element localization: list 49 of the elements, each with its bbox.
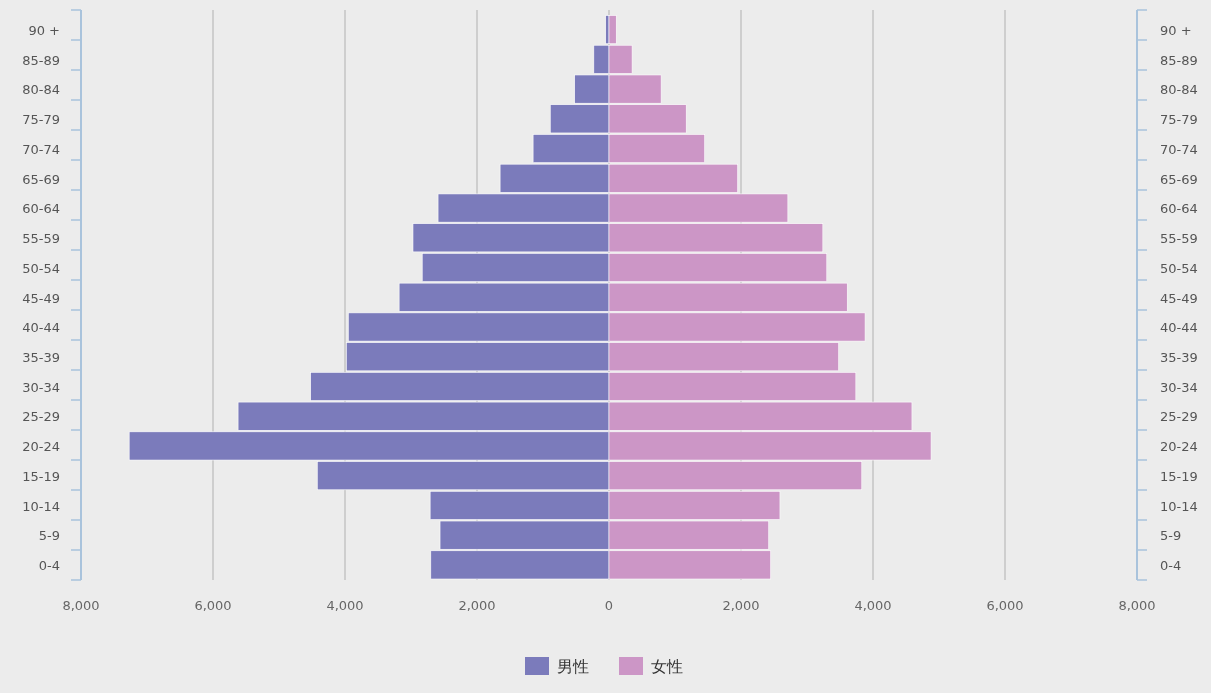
category-label: 85-89 — [1160, 52, 1198, 68]
y-tick-label: 90 + — [28, 22, 60, 38]
y-tick-label: 35-39 — [22, 349, 60, 365]
category-label: 5-9 — [1160, 528, 1182, 544]
category-label: 70-74 — [1160, 141, 1198, 157]
category-label: 30-34 — [1160, 379, 1198, 395]
x-tick-label: 8,000 — [62, 598, 100, 613]
x-tick-label: 4,000 — [326, 598, 364, 613]
category-label: 55-59 — [1160, 231, 1198, 247]
x-tick-label: 2,000 — [722, 598, 760, 613]
x-tick-label: 6,000 — [986, 598, 1024, 613]
category-label: 75-79 — [1160, 112, 1198, 128]
category-label: 25-29 — [1160, 409, 1198, 425]
x-tick-label: 0 — [604, 598, 614, 613]
legend-label: 女性 — [651, 657, 683, 676]
x-tick-label: 6,000 — [194, 598, 232, 613]
y-tick-label: 25-29 — [22, 409, 60, 425]
y-tick-label: 20-24 — [22, 439, 60, 455]
category-label: 40-44 — [1160, 320, 1198, 336]
y-tick-label: 10-14 — [22, 498, 60, 514]
category-label: 50-54 — [1160, 260, 1198, 276]
y-tick-label: 85-89 — [22, 52, 60, 68]
x-tick-label: 8,000 — [1118, 598, 1156, 613]
y-tick-label: 70-74 — [22, 141, 60, 157]
category-label: 60-64 — [1160, 201, 1198, 217]
x-tick-label: 4,000 — [854, 598, 892, 613]
category-label: 0-4 — [1160, 558, 1182, 574]
y-tick-label: 75-79 — [22, 112, 60, 128]
category-label: 65-69 — [1160, 171, 1198, 187]
legend-label: 男性 — [557, 657, 589, 676]
y-tick-label: 15-19 — [22, 468, 60, 484]
y-tick-label: 45-49 — [22, 290, 60, 306]
category-label: 20-24 — [1160, 439, 1198, 455]
y-tick-label: 50-54 — [22, 260, 60, 276]
y-tick-label: 80-84 — [22, 82, 60, 98]
category-label: 10-14 — [1160, 498, 1198, 514]
y-tick-label: 60-64 — [22, 201, 60, 217]
y-tick-label: 55-59 — [22, 231, 60, 247]
y-tick-label: 65-69 — [22, 171, 60, 187]
category-label: 45-49 — [1160, 290, 1198, 306]
y-tick-label: 5-9 — [38, 528, 60, 544]
category-label: 15-19 — [1160, 468, 1198, 484]
category-label: 80-84 — [1160, 82, 1198, 98]
category-label: 35-39 — [1160, 349, 1198, 365]
category-label: 90 + — [1160, 22, 1192, 38]
y-tick-label: 0-4 — [38, 558, 60, 574]
y-tick-label: 30-34 — [22, 379, 60, 395]
y-tick-label: 40-44 — [22, 320, 60, 336]
x-tick-label: 2,000 — [458, 598, 496, 613]
